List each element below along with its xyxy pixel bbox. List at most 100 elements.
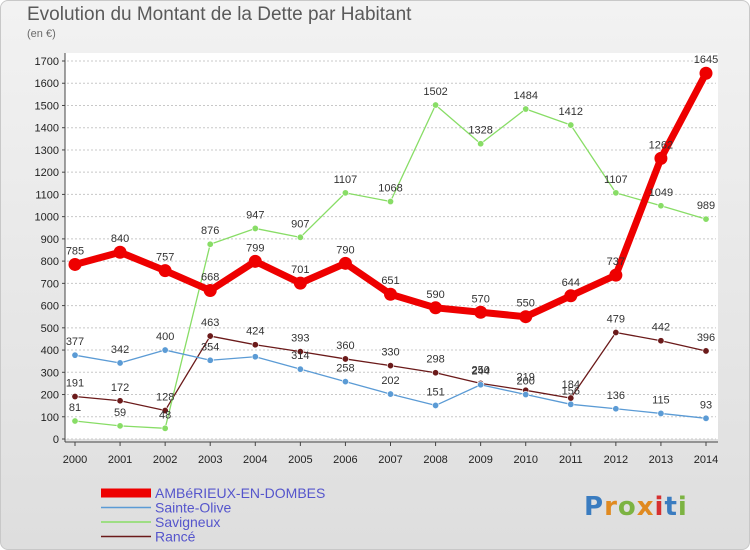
- y-tick-label: 1500: [35, 100, 59, 112]
- data-label: 377: [66, 336, 84, 348]
- data-point: [71, 351, 79, 359]
- data-label: 330: [381, 347, 399, 359]
- data-label: 48: [159, 409, 171, 421]
- data-point: [657, 409, 665, 417]
- data-point: [293, 276, 307, 290]
- y-tick-label: 200: [41, 390, 59, 402]
- data-point: [519, 310, 533, 324]
- data-label: 1502: [423, 86, 447, 98]
- data-label: 1328: [468, 125, 492, 137]
- data-point: [341, 378, 349, 386]
- data-point: [699, 66, 713, 80]
- data-label: 202: [381, 375, 399, 387]
- data-label: 219: [517, 371, 535, 383]
- data-label: 342: [111, 344, 129, 356]
- data-point: [386, 198, 394, 206]
- y-tick-label: 100: [41, 412, 59, 424]
- data-label: 442: [652, 322, 670, 334]
- chart-title: Evolution du Montant de la Dette par Hab…: [27, 4, 412, 25]
- y-tick-label: 1000: [35, 212, 59, 224]
- data-label: 989: [697, 200, 715, 212]
- y-tick-label: 1400: [35, 123, 59, 135]
- data-label: 907: [291, 218, 309, 230]
- data-label: 1262: [649, 139, 673, 151]
- data-label: 191: [66, 378, 84, 390]
- data-label: 354: [201, 341, 219, 353]
- data-point: [161, 346, 169, 354]
- data-label: 400: [156, 331, 174, 343]
- data-label: 93: [700, 399, 712, 411]
- data-point: [474, 305, 488, 319]
- y-tick-label: 1300: [35, 145, 59, 157]
- data-label: 701: [291, 264, 309, 276]
- x-tick-label: 2001: [108, 454, 132, 466]
- x-tick-label: 2013: [649, 454, 673, 466]
- data-label: 184: [562, 379, 580, 391]
- grid: [65, 53, 718, 440]
- data-point: [296, 348, 304, 356]
- x-tick-label: 2008: [423, 454, 447, 466]
- data-point: [702, 347, 710, 355]
- data-point: [71, 393, 79, 401]
- x-tick-label: 2006: [333, 454, 357, 466]
- data-point: [386, 362, 394, 370]
- data-point: [567, 121, 575, 129]
- data-label: 790: [336, 244, 354, 256]
- data-label: 840: [111, 233, 129, 245]
- y-tick-label: 600: [41, 301, 59, 313]
- data-point: [296, 365, 304, 373]
- data-point: [432, 101, 440, 109]
- data-label: 1484: [513, 90, 537, 102]
- data-label: 463: [201, 317, 219, 329]
- data-point: [206, 356, 214, 364]
- data-label: 200: [517, 376, 535, 388]
- data-label: 785: [66, 245, 84, 257]
- data-label: 59: [114, 407, 126, 419]
- y-tick-label: 1100: [35, 189, 59, 201]
- data-point: [657, 202, 665, 210]
- data-point: [702, 215, 710, 223]
- data-label: 550: [517, 298, 535, 310]
- data-label: 244: [471, 366, 489, 378]
- data-label: 1645: [694, 54, 718, 66]
- x-tick-label: 2002: [153, 454, 177, 466]
- data-point: [206, 332, 214, 340]
- data-label: 128: [156, 392, 174, 404]
- data-point: [612, 405, 620, 413]
- data-label: 298: [426, 354, 444, 366]
- data-point: [386, 390, 394, 398]
- data-point: [477, 140, 485, 148]
- data-label: 115: [652, 394, 670, 406]
- x-tick-label: 2014: [694, 454, 718, 466]
- series-group: [68, 66, 713, 432]
- data-point: [432, 369, 440, 377]
- data-point: [341, 189, 349, 197]
- data-point: [522, 391, 530, 399]
- legend-label: Sainte-Olive: [155, 500, 231, 516]
- data-label: 1068: [378, 183, 402, 195]
- legend: AMBéRIEUX-EN-DOMBESSainte-OliveSavigneux…: [101, 485, 325, 545]
- proxiti-logo: Proxiti: [584, 492, 688, 522]
- data-label: 360: [336, 340, 354, 352]
- data-label: 151: [426, 386, 444, 398]
- data-point: [251, 224, 259, 232]
- y-tick-label: 1200: [35, 167, 59, 179]
- data-point: [116, 397, 124, 405]
- data-point: [203, 283, 217, 297]
- y-tick-label: 700: [41, 278, 59, 290]
- data-point: [113, 245, 127, 259]
- y-tick-label: 400: [41, 345, 59, 357]
- data-label: 393: [291, 333, 309, 345]
- data-point: [296, 233, 304, 241]
- data-point: [567, 400, 575, 408]
- x-tick-label: 2011: [559, 454, 583, 466]
- y-tick-label: 800: [41, 256, 59, 268]
- data-point: [338, 256, 352, 270]
- x-tick-label: 2012: [604, 454, 628, 466]
- data-point: [248, 254, 262, 268]
- data-label: 156: [562, 385, 580, 397]
- x-tick-label: 2000: [63, 454, 87, 466]
- data-label: 757: [156, 252, 174, 264]
- data-point: [432, 401, 440, 409]
- y-tick-label: 900: [41, 234, 59, 246]
